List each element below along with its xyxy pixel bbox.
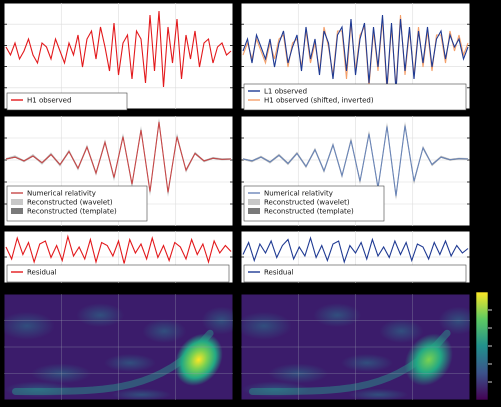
legend-swatch [248,208,260,214]
h1-spectrogram-blob [142,319,187,344]
legend-label: Residual [264,269,294,277]
legend-box [243,264,467,283]
h1-observed-series-0 [5,10,232,88]
l1-spectrogram-blob [348,388,409,400]
l1-reconstruction-nr-line [242,125,469,197]
h1-spectrogram-blob [103,353,156,372]
h1-reconstruction-nr-line [5,121,232,193]
h1-spectrogram-blob [76,303,125,328]
legend-label: Reconstructed (template) [27,208,117,216]
l1-spectrogram-field [241,303,470,400]
legend-swatch [11,199,23,205]
h1-spectrogram-blob [4,311,55,340]
legend-label: Numerical relativity [264,190,333,198]
h1-residual-line [5,234,232,265]
l1-residual-line [242,236,469,264]
l1-spectrogram-blob [241,381,310,398]
legend-swatch [11,208,23,214]
legend-label: L1 observed [264,88,307,96]
legend-label: Residual [27,269,57,277]
h1-spectrogram-blob [4,381,73,398]
l1-spectrogram-blob [241,311,292,340]
legend-label: Numerical relativity [27,190,96,198]
legend-label: H1 observed (shifted, inverted) [264,97,374,105]
l1-observed-series-0 [242,14,469,92]
legend-box [243,185,385,222]
h1-spectrogram-field [4,303,233,400]
legend-label: Reconstructed (wavelet) [27,199,113,207]
legend-label: H1 observed [27,97,71,105]
legend-box [6,264,230,283]
h1-spectrogram-blob [111,388,172,400]
legend-box [6,185,148,222]
l1-spectrogram-hotspot [404,333,453,386]
l1-spectrogram-blob [379,319,424,344]
legend-box [6,92,128,111]
colorbar [475,291,489,401]
l1-spectrogram-blob [313,303,362,328]
legend-swatch [248,199,260,205]
h1-spectrogram-hotspot [174,333,223,386]
l1-spectrogram-blob [340,353,393,372]
legend-label: Reconstructed (wavelet) [264,199,350,207]
legend-box [243,83,467,111]
legend-label: Reconstructed (template) [264,208,354,216]
